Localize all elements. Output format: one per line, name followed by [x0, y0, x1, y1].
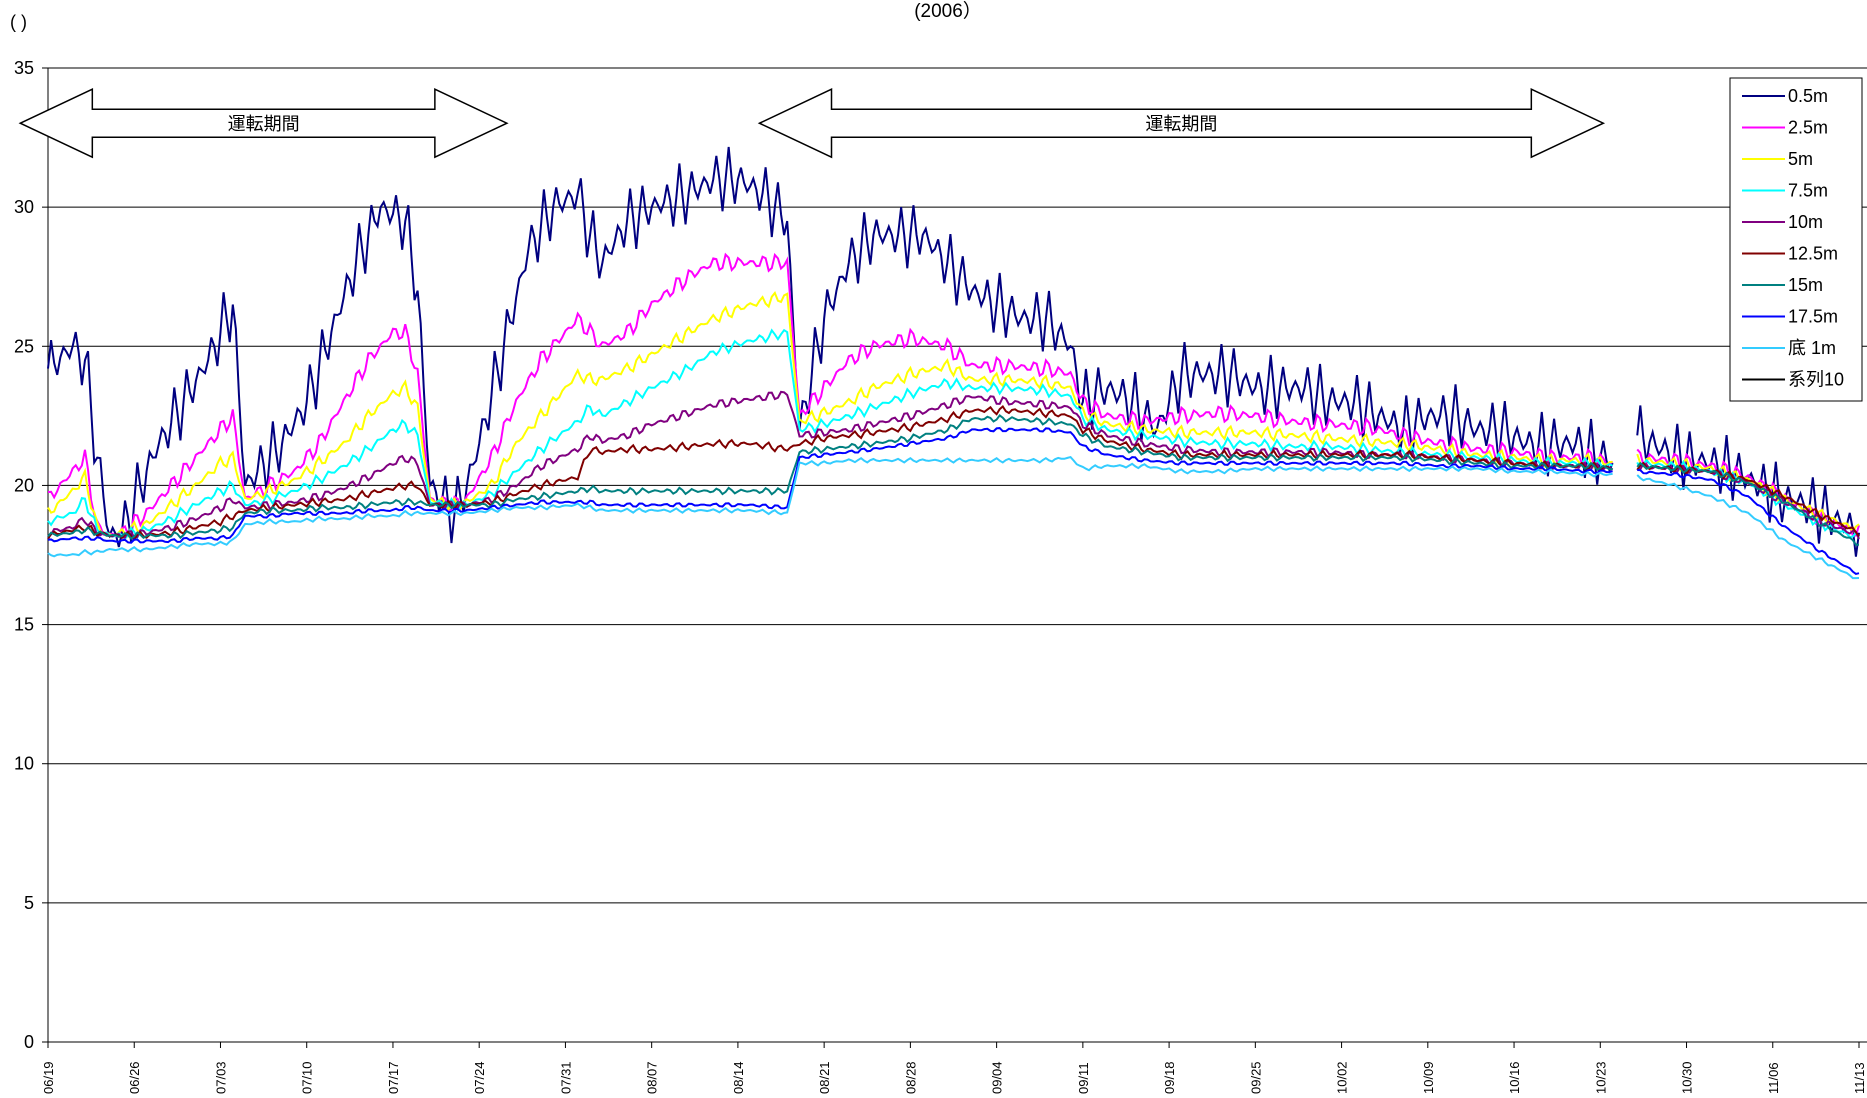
y-axis-label: ( ) — [10, 12, 27, 32]
x-tick-label: 06/19 — [41, 1061, 56, 1094]
x-tick-label: 08/14 — [731, 1061, 746, 1094]
double-arrow — [757, 88, 1606, 159]
x-axis-ticks: 06/19 06/26 07/03 07/10 07/17 07/24 07/31 08/07… — [41, 1042, 1867, 1094]
legend-label: 15m — [1788, 275, 1823, 295]
series-line-7.5m — [47, 328, 1614, 541]
arrow-label: 運転期間 — [1145, 114, 1217, 134]
y-axis-ticks: 0 5 10 15 20 25 30 35 — [14, 58, 48, 1052]
y-tick-label: 15 — [14, 615, 34, 635]
series-line-12.5m — [47, 404, 1613, 542]
series-line-底 1m — [47, 455, 1613, 558]
series-line-17.5m — [47, 427, 1613, 544]
legend-label: 2.5m — [1788, 118, 1828, 138]
double-arrow — [18, 88, 509, 159]
series-line-17.5m — [1637, 469, 1860, 575]
x-tick-label: 09/11 — [1076, 1062, 1091, 1094]
series-line-12.5m — [1636, 461, 1860, 537]
series-line-5m — [47, 290, 1613, 538]
series-line-10m — [47, 390, 1614, 540]
legend-label: 0.5m — [1788, 86, 1828, 106]
series-lines — [47, 146, 1860, 580]
y-tick-label: 20 — [14, 475, 34, 495]
x-tick-label: 07/17 — [386, 1061, 401, 1094]
series-line-15m — [47, 414, 1613, 541]
x-tick-label: 10/16 — [1507, 1061, 1522, 1094]
series-line-5m — [1636, 453, 1860, 534]
series-line-15m — [1636, 461, 1860, 546]
x-tick-label: 07/10 — [300, 1061, 315, 1094]
gridlines — [47, 67, 1867, 1043]
x-tick-label: 09/04 — [990, 1061, 1005, 1094]
legend-label: 10m — [1788, 212, 1823, 232]
series-line-2.5m — [47, 252, 1614, 538]
chart-title: (2006） — [914, 0, 982, 22]
y-tick-label: 5 — [24, 893, 34, 913]
x-tick-label: 10/23 — [1593, 1061, 1608, 1094]
x-tick-label: 06/26 — [127, 1061, 142, 1094]
legend: 0.5m 2.5m 5m 7.5m 10m 12.5m 15m 17.5m 底 1m 系列10 — [1729, 77, 1863, 402]
legend-label: 12.5m — [1788, 244, 1838, 264]
x-tick-label: 07/24 — [472, 1061, 487, 1094]
x-tick-label: 07/31 — [558, 1061, 573, 1094]
legend-label: 底 1m — [1788, 338, 1836, 358]
y-tick-label: 30 — [14, 197, 34, 217]
x-tick-label: 10/30 — [1680, 1061, 1695, 1094]
x-tick-label: 11/13 — [1852, 1062, 1867, 1094]
y-tick-label: 35 — [14, 58, 34, 78]
x-tick-label: 10/09 — [1421, 1061, 1436, 1094]
x-tick-label: 08/07 — [645, 1061, 660, 1094]
x-tick-label: 08/28 — [903, 1061, 918, 1094]
legend-label: 7.5m — [1788, 181, 1828, 201]
legend-label: 17.5m — [1788, 307, 1838, 327]
legend-label: 5m — [1788, 149, 1813, 169]
legend-label: 系列10 — [1788, 370, 1844, 390]
x-tick-label: 11/06 — [1766, 1062, 1781, 1094]
x-tick-label: 09/18 — [1162, 1061, 1177, 1094]
series-line-底 1m — [1636, 474, 1860, 580]
series-line-0.5m — [47, 146, 1614, 548]
arrow-label: 運転期間 — [228, 114, 300, 134]
y-tick-label: 0 — [24, 1032, 34, 1052]
x-tick-label: 09/25 — [1248, 1061, 1263, 1094]
y-tick-label: 10 — [14, 754, 34, 774]
x-tick-label: 08/21 — [817, 1061, 832, 1094]
operation-period-arrows: 運転期間 運転期間 — [18, 88, 1606, 159]
y-tick-label: 25 — [14, 336, 34, 356]
x-tick-label: 10/02 — [1335, 1061, 1350, 1094]
x-tick-label: 07/03 — [213, 1061, 228, 1094]
